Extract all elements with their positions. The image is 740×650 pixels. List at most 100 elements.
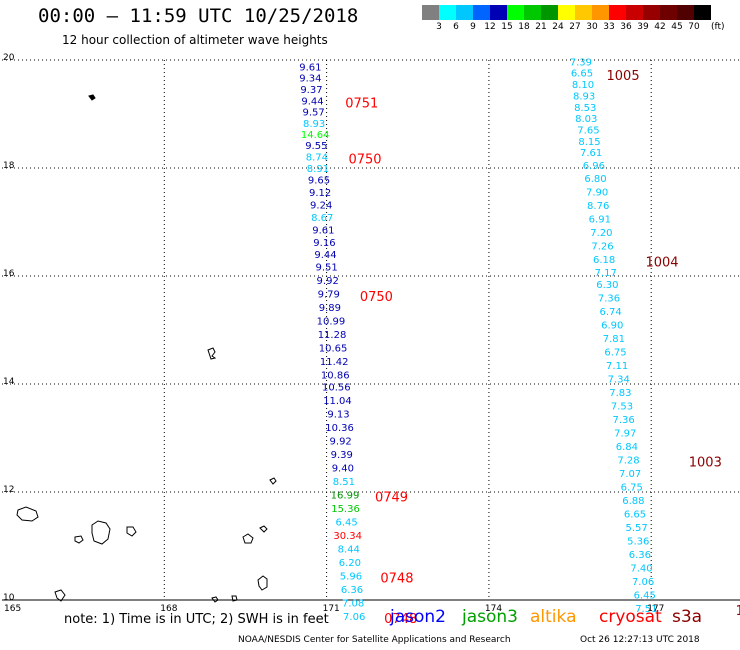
wave-height-value: 6.30 <box>596 280 618 291</box>
wave-height-value: 7.26 <box>591 242 613 253</box>
wave-height-value: 8.03 <box>575 114 597 125</box>
lat-tick-label: 20 <box>3 53 15 63</box>
legend-label: 9 <box>470 22 476 32</box>
wave-height-value: 5.36 <box>627 536 649 547</box>
pass-time-label: 100 <box>736 604 740 619</box>
map-grid <box>2 59 740 601</box>
wave-height-value: 7.51 <box>635 604 657 615</box>
wave-height-value: 8.91 <box>307 164 329 175</box>
wave-height-value: 9.92 <box>330 436 352 447</box>
island-outline <box>211 596 219 603</box>
wave-height-value: 11.28 <box>318 330 347 341</box>
wave-height-value: 8.53 <box>574 103 596 114</box>
wave-height-value: 14.64 <box>301 130 330 141</box>
island-outline <box>231 595 238 602</box>
legend-swatch <box>439 5 456 20</box>
wave-height-value: 6.45 <box>634 590 656 601</box>
wave-height-value: 9.57 <box>302 108 324 119</box>
legend-label: 21 <box>535 22 547 32</box>
wave-height-value: 9.55 <box>305 141 327 152</box>
lat-tick-label: 14 <box>3 377 15 387</box>
wave-height-value: 5.96 <box>340 571 362 582</box>
wave-height-value: 9.12 <box>309 188 331 199</box>
legend-swatch <box>507 5 524 20</box>
wave-height-value: 7.28 <box>617 455 639 466</box>
island-outline <box>269 477 277 485</box>
lat-tick-label: 18 <box>3 161 15 171</box>
wave-height-value: 9.89 <box>319 303 341 314</box>
island-outline <box>126 526 137 537</box>
axis-tick-labels: 165 168 171 174 177 20 18 16 14 12 10 <box>3 53 664 614</box>
legend-swatch <box>524 5 541 20</box>
wave-height-value: 6.65 <box>624 509 646 520</box>
wave-height-value: 8.93 <box>303 119 325 130</box>
wave-height-value: 7.11 <box>606 361 628 372</box>
satellite-legend-item: jason2 <box>390 607 446 627</box>
credit-line: NOAA/NESDIS Center for Satellite Applica… <box>238 635 511 645</box>
wave-height-value: 6.90 <box>601 320 623 331</box>
wave-height-value: 6.45 <box>335 517 357 528</box>
legend-label: 6 <box>453 22 459 32</box>
wave-height-value: 7.81 <box>603 334 625 345</box>
wave-height-value: 9.13 <box>327 409 349 420</box>
footnote: note: 1) Time is in UTC; 2) SWH is in fe… <box>64 612 329 627</box>
legend-swatch <box>660 5 677 20</box>
wave-height-value: 6.65 <box>571 69 593 80</box>
wave-height-value: 6.36 <box>341 585 363 596</box>
satellite-legend-item: cryosat <box>599 607 662 627</box>
legend-swatch <box>575 5 592 20</box>
legend-label: 45 <box>671 22 683 32</box>
wave-height-value: 7.20 <box>590 228 612 239</box>
wave-height-value: 6.75 <box>604 347 626 358</box>
legend-label: 3 <box>436 22 442 32</box>
wave-height-value: 9.24 <box>310 201 332 212</box>
color-legend: 3 6 9 12 15 18 21 24 27 30 33 36 39 42 45 70 <box>422 5 711 34</box>
wave-height-value: 7.65 <box>577 125 599 136</box>
wave-height-value: 7.08 <box>342 598 364 609</box>
altimeter-tracks: 9.619.349.379.449.578.9314.649.558.748.9… <box>299 57 657 623</box>
wave-height-value: 9.92 <box>317 276 339 287</box>
pass-time-label: 1003 <box>689 456 722 471</box>
pass-time-label: 0749 <box>375 491 408 506</box>
wave-height-value: 8.74 <box>306 152 328 163</box>
wave-height-value: 7.06 <box>632 577 654 588</box>
island-outline <box>16 506 39 522</box>
legend-label: 30 <box>586 22 598 32</box>
wave-height-value: 6.18 <box>593 255 615 266</box>
wave-height-value: 7.53 <box>611 401 633 412</box>
pass-time-label: 1004 <box>645 255 678 270</box>
pass-time-label: 0750 <box>360 290 393 305</box>
wave-height-value: 7.97 <box>614 428 636 439</box>
island-outline <box>91 520 111 545</box>
wave-height-value: 6.75 <box>621 482 643 493</box>
wave-height-value: 9.65 <box>308 176 330 187</box>
wave-height-value: 9.39 <box>331 450 353 461</box>
wave-height-value: 7.83 <box>609 388 631 399</box>
lon-tick-label: 171 <box>323 604 340 614</box>
island-outline <box>259 525 268 533</box>
wave-height-value: 6.88 <box>622 496 644 507</box>
wave-height-value: 7.07 <box>619 469 641 480</box>
wave-height-value: 10.86 <box>321 371 350 382</box>
island-outline <box>88 94 96 101</box>
legend-swatch <box>643 5 660 20</box>
wave-height-value: 7.06 <box>343 612 365 623</box>
island-outline <box>207 347 217 360</box>
wave-height-value: 8.67 <box>311 213 333 224</box>
wave-height-value: 10.65 <box>319 344 348 355</box>
pass-time-label: 1005 <box>607 69 640 84</box>
wave-height-value: 9.79 <box>318 290 340 301</box>
wave-height-value: 7.36 <box>612 415 634 426</box>
wave-height-value: 30.34 <box>333 531 362 542</box>
legend-label: 24 <box>552 22 564 32</box>
wave-height-value: 6.80 <box>584 174 606 185</box>
wave-height-value: 6.96 <box>583 161 605 172</box>
legend-swatch <box>694 5 711 20</box>
wave-height-value: 7.34 <box>608 374 630 385</box>
pass-time-label: 0751 <box>345 97 378 112</box>
island-outline <box>242 533 254 544</box>
wave-height-value: 16.99 <box>331 490 360 501</box>
wave-height-value: 7.17 <box>595 268 617 279</box>
wave-height-value: 9.51 <box>315 263 337 274</box>
island-outline <box>74 535 84 544</box>
